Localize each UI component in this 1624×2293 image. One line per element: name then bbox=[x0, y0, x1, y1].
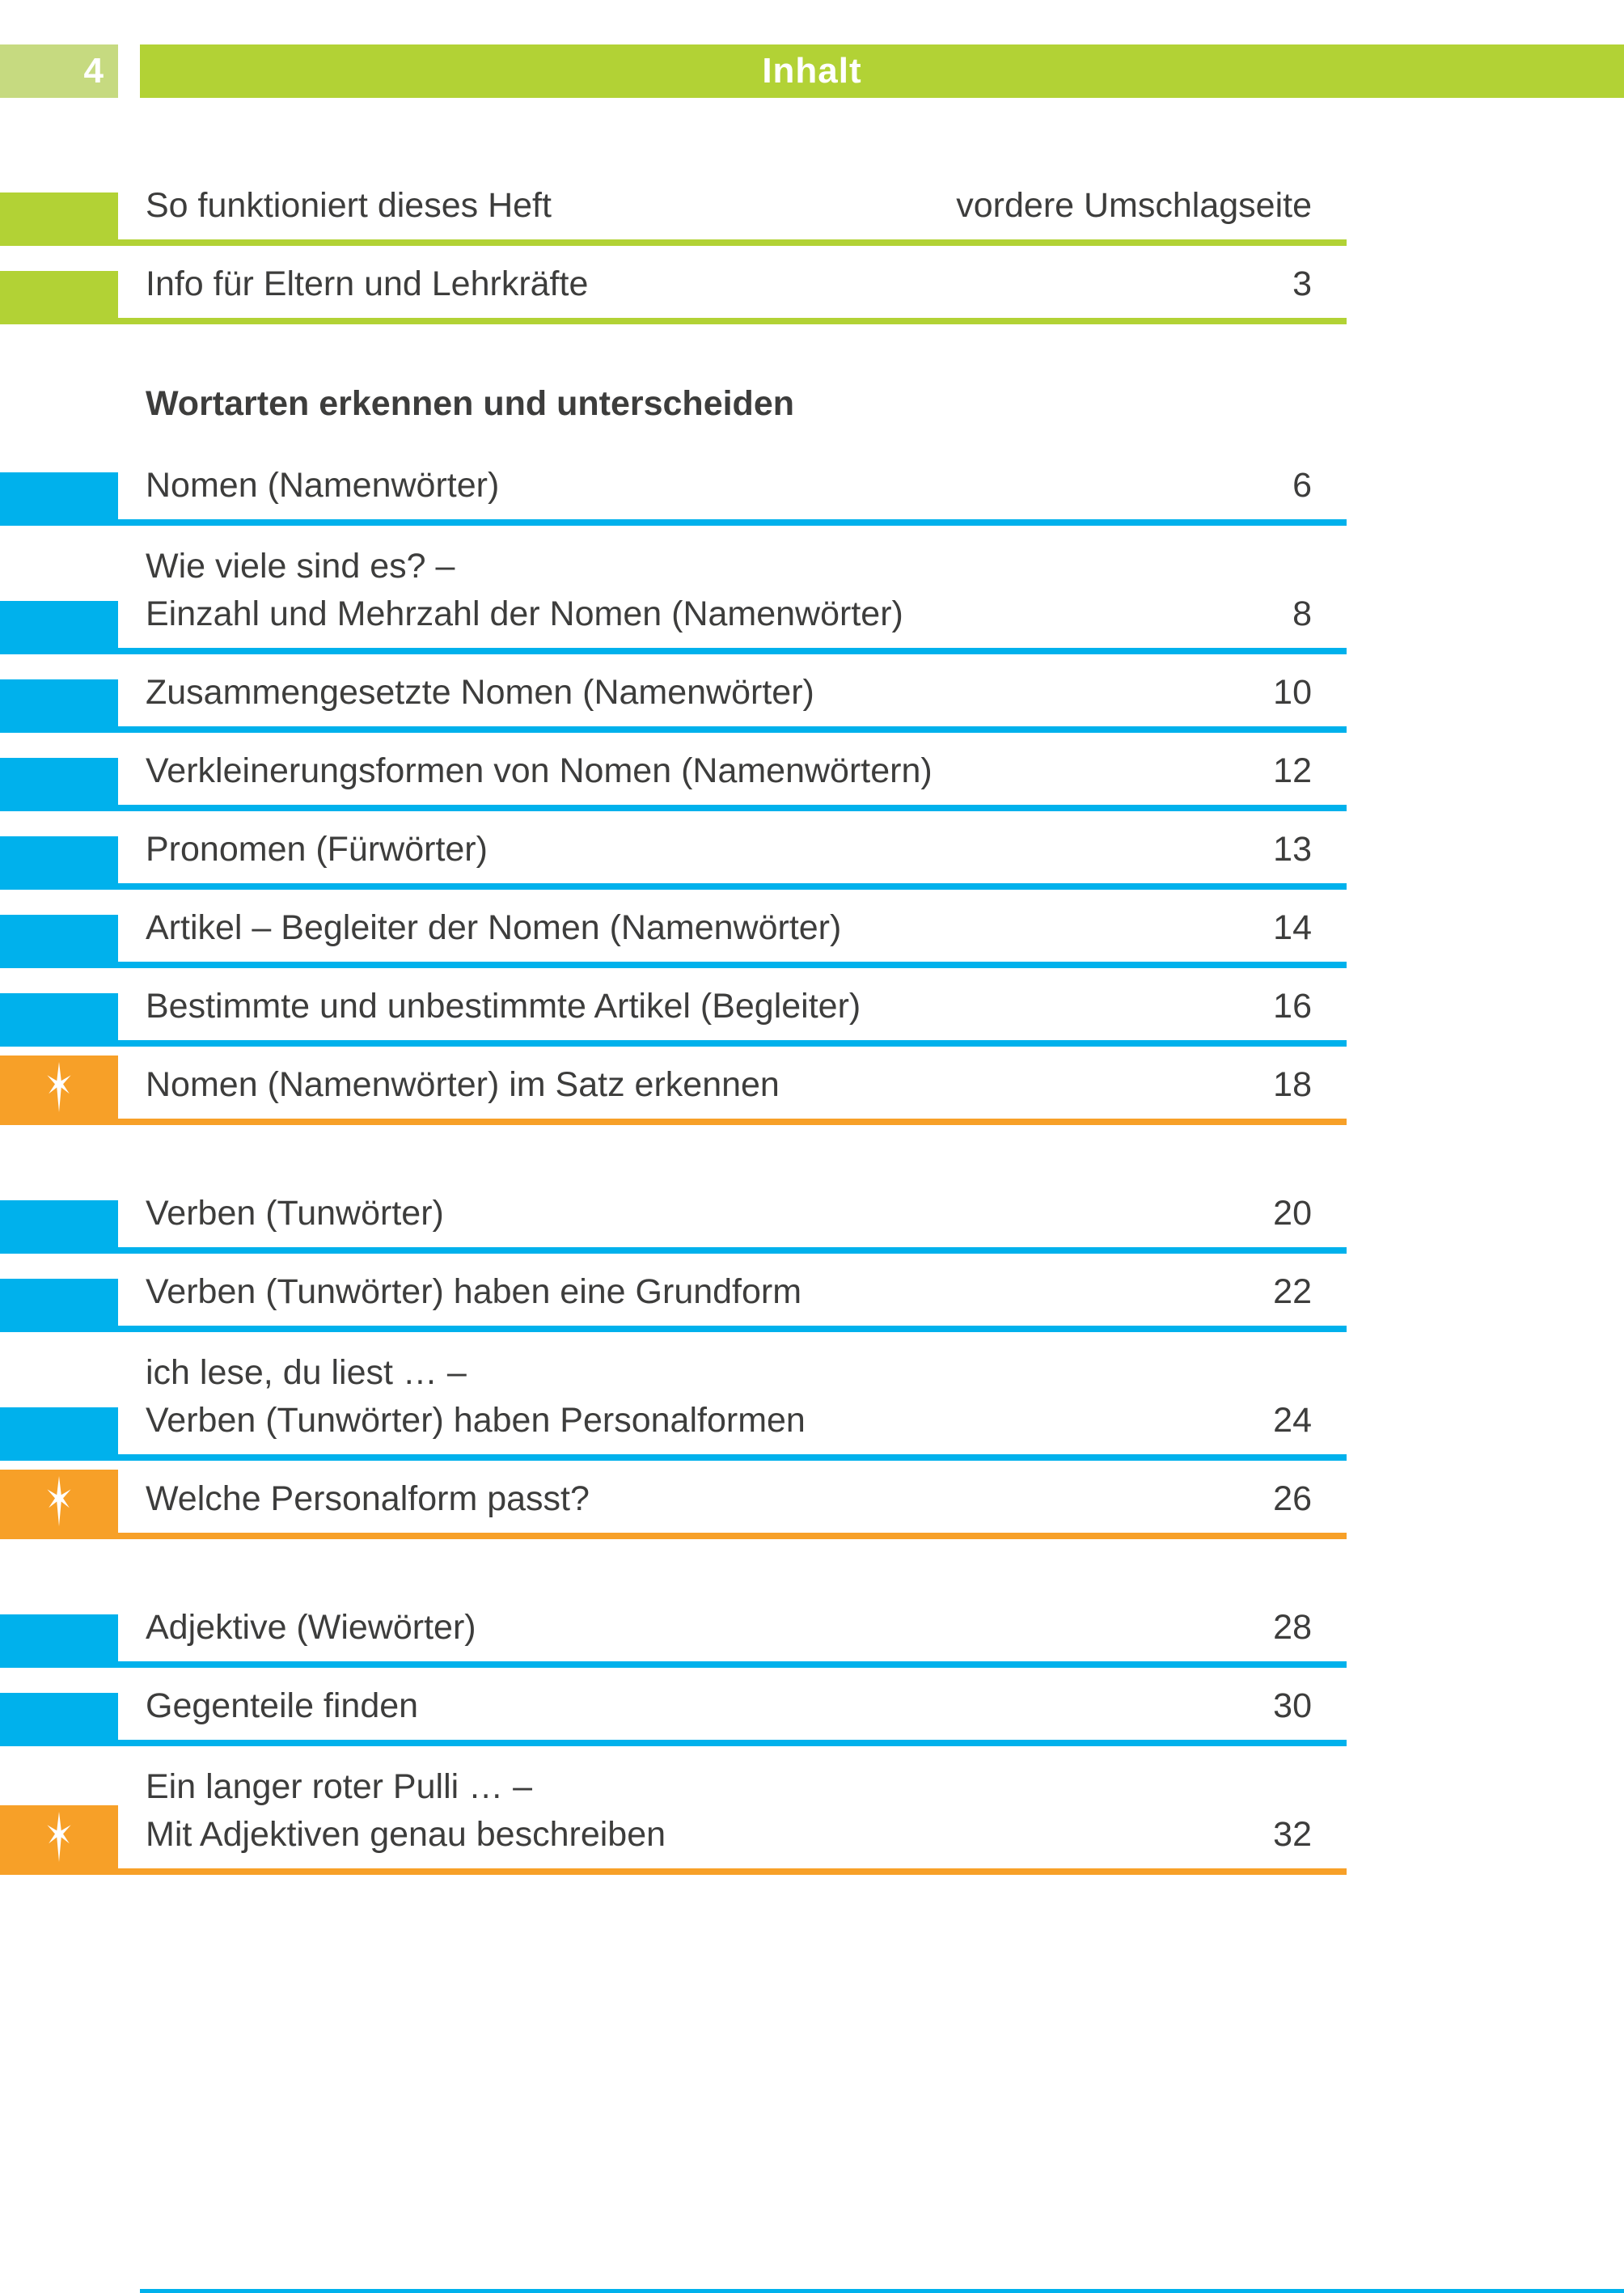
toc-entry-title: Verben (Tunwörter) haben eine Grundform bbox=[146, 1272, 802, 1311]
toc-entry-titles: Gegenteile finden bbox=[0, 1682, 1257, 1740]
color-bar bbox=[0, 192, 118, 239]
toc-entry-titles: ich lese, du liest … – Verben (Tunwörter)… bbox=[0, 1349, 1257, 1454]
toc-entry-title: Artikel – Begleiter der Nomen (Namenwört… bbox=[146, 908, 842, 947]
toc-entry-page: 32 bbox=[1273, 1815, 1312, 1854]
color-bar bbox=[0, 758, 118, 805]
toc-entry-page: 26 bbox=[1273, 1479, 1312, 1518]
toc-row[interactable]: ich lese, du liest … – Verben (Tunwörter)… bbox=[0, 1332, 1347, 1461]
toc-entry-page: 16 bbox=[1273, 987, 1312, 1026]
toc-entry-titles: Zusammengesetzte Nomen (Namenwörter) bbox=[0, 669, 1257, 726]
color-bar bbox=[0, 1200, 118, 1247]
toc-entry-page: 18 bbox=[1273, 1065, 1312, 1104]
toc-row[interactable]: Verben (Tunwörter) 20 bbox=[0, 1175, 1347, 1254]
toc-entry-page: 20 bbox=[1273, 1194, 1312, 1233]
toc-entry-titles: Verkleinerungsformen von Nomen (Namenwör… bbox=[0, 747, 1257, 805]
toc-entry-titles: Pronomen (Fürwörter) bbox=[0, 826, 1257, 883]
toc-entry-page: 8 bbox=[1292, 594, 1312, 633]
toc-entry-title: Zusammengesetzte Nomen (Namenwörter) bbox=[146, 673, 814, 712]
toc-entry-title: Info für Eltern und Lehrkräfte bbox=[146, 264, 589, 303]
color-bar bbox=[0, 601, 118, 648]
page-number-badge: 4 bbox=[0, 44, 118, 98]
toc-entry-titles: Verben (Tunwörter) haben eine Grundform bbox=[0, 1268, 1257, 1326]
color-bar bbox=[0, 915, 118, 962]
toc-row[interactable]: Nomen (Namenwörter) im Satz erkennen 18 bbox=[0, 1047, 1347, 1125]
toc-entry-titles: Nomen (Namenwörter) im Satz erkennen bbox=[0, 1061, 1257, 1119]
toc-entry-page: 22 bbox=[1273, 1272, 1312, 1311]
toc-row[interactable]: Welche Personalform passt? 26 bbox=[0, 1461, 1347, 1539]
toc-entry-titles: Bestimmte und unbestimmte Artikel (Begle… bbox=[0, 983, 1257, 1040]
toc-entry-title: Verben (Tunwörter) bbox=[146, 1194, 444, 1233]
toc-entry-title: Nomen (Namenwörter) im Satz erkennen bbox=[146, 1065, 780, 1104]
toc-entry-titles: Welche Personalform passt? bbox=[0, 1475, 1257, 1533]
toc-row[interactable]: Verkleinerungsformen von Nomen (Namenwör… bbox=[0, 733, 1347, 811]
toc-row[interactable]: Ein langer roter Pulli … – Mit Adjektiven… bbox=[0, 1746, 1347, 1875]
toc-list: So funktioniert dieses Heft vordere Umsch… bbox=[0, 98, 1347, 1875]
toc-entry-page: 13 bbox=[1273, 830, 1312, 869]
toc-entry-page: 30 bbox=[1273, 1686, 1312, 1725]
color-bar bbox=[0, 271, 118, 318]
toc-entry-title: Verkleinerungsformen von Nomen (Namenwör… bbox=[146, 751, 933, 790]
toc-entry-page: 14 bbox=[1273, 908, 1312, 947]
color-bar bbox=[0, 472, 118, 519]
toc-row[interactable]: So funktioniert dieses Heft vordere Umsch… bbox=[0, 167, 1347, 246]
toc-entry-titles: Nomen (Namenwörter) bbox=[0, 462, 1276, 519]
toc-row[interactable]: Nomen (Namenwörter) 6 bbox=[0, 447, 1347, 526]
toc-row[interactable]: Pronomen (Fürwörter) 13 bbox=[0, 811, 1347, 890]
color-bar bbox=[0, 1279, 118, 1326]
toc-row[interactable]: Verben (Tunwörter) haben eine Grundform 2… bbox=[0, 1254, 1347, 1332]
toc-entry-page: 12 bbox=[1273, 751, 1312, 790]
color-bar bbox=[0, 993, 118, 1040]
toc-entry-titles: Info für Eltern und Lehrkräfte bbox=[0, 260, 1276, 318]
toc-entry-title: Verben (Tunwörter) haben Personalformen bbox=[146, 1401, 806, 1440]
toc-entry-page: 3 bbox=[1292, 264, 1312, 303]
color-bar bbox=[0, 1407, 118, 1454]
color-bar bbox=[0, 1614, 118, 1661]
toc-entry-page: 28 bbox=[1273, 1608, 1312, 1647]
toc-entry-line1: Wie viele sind es? – bbox=[146, 547, 455, 586]
toc-row[interactable]: Zusammengesetzte Nomen (Namenwörter) 10 bbox=[0, 654, 1347, 733]
section-heading: Wortarten erkennen und unterscheiden bbox=[146, 384, 795, 423]
toc-row[interactable]: Artikel – Begleiter der Nomen (Namenwört… bbox=[0, 890, 1347, 968]
toc-entry-title: Gegenteile finden bbox=[146, 1686, 419, 1725]
toc-entry-title: Nomen (Namenwörter) bbox=[146, 466, 500, 505]
star-icon bbox=[0, 1470, 118, 1533]
color-bar bbox=[0, 1693, 118, 1740]
toc-entry-title: Mit Adjektiven genau beschreiben bbox=[146, 1815, 666, 1854]
color-bar bbox=[0, 836, 118, 883]
star-icon bbox=[0, 1805, 118, 1868]
toc-entry-page: vordere Umschlagseite bbox=[956, 186, 1312, 225]
toc-entry-title: So funktioniert dieses Heft bbox=[146, 186, 552, 225]
color-bar bbox=[0, 679, 118, 726]
toc-entry-page: 24 bbox=[1273, 1401, 1312, 1440]
toc-row[interactable]: Gegenteile finden 30 bbox=[0, 1668, 1347, 1746]
page-title: Inhalt bbox=[762, 51, 862, 91]
bottom-edge-line bbox=[140, 2289, 1624, 2293]
toc-entry-titles: Artikel – Begleiter der Nomen (Namenwört… bbox=[0, 904, 1257, 962]
toc-entry-line1: ich lese, du liest … – bbox=[146, 1353, 467, 1392]
toc-row[interactable]: Bestimmte und unbestimmte Artikel (Begle… bbox=[0, 968, 1347, 1047]
toc-entry-titles: Adjektive (Wiewörter) bbox=[0, 1604, 1257, 1661]
toc-row[interactable]: Adjektive (Wiewörter) 28 bbox=[0, 1589, 1347, 1668]
toc-entry-title: Bestimmte und unbestimmte Artikel (Begle… bbox=[146, 987, 861, 1026]
header-bar bbox=[140, 44, 1624, 98]
toc-entry-title: Pronomen (Fürwörter) bbox=[146, 830, 488, 869]
star-icon bbox=[0, 1056, 118, 1119]
toc-row[interactable]: Info für Eltern und Lehrkräfte 3 bbox=[0, 246, 1347, 324]
toc-entry-line1: Ein langer roter Pulli … – bbox=[146, 1767, 532, 1806]
toc-entry-page: 6 bbox=[1292, 466, 1312, 505]
toc-row[interactable]: Wie viele sind es? – Einzahl und Mehrzahl… bbox=[0, 526, 1347, 654]
toc-entry-titles: Verben (Tunwörter) bbox=[0, 1190, 1257, 1247]
toc-entry-titles: So funktioniert dieses Heft bbox=[0, 182, 940, 239]
toc-entry-title: Welche Personalform passt? bbox=[146, 1479, 590, 1518]
toc-entry-page: 10 bbox=[1273, 673, 1312, 712]
toc-entry-title: Einzahl und Mehrzahl der Nomen (Namenwör… bbox=[146, 594, 903, 633]
toc-entry-titles: Wie viele sind es? – Einzahl und Mehrzahl… bbox=[0, 543, 1276, 648]
toc-entry-titles: Ein langer roter Pulli … – Mit Adjektiven… bbox=[0, 1763, 1257, 1868]
toc-entry-title: Adjektive (Wiewörter) bbox=[146, 1608, 476, 1647]
